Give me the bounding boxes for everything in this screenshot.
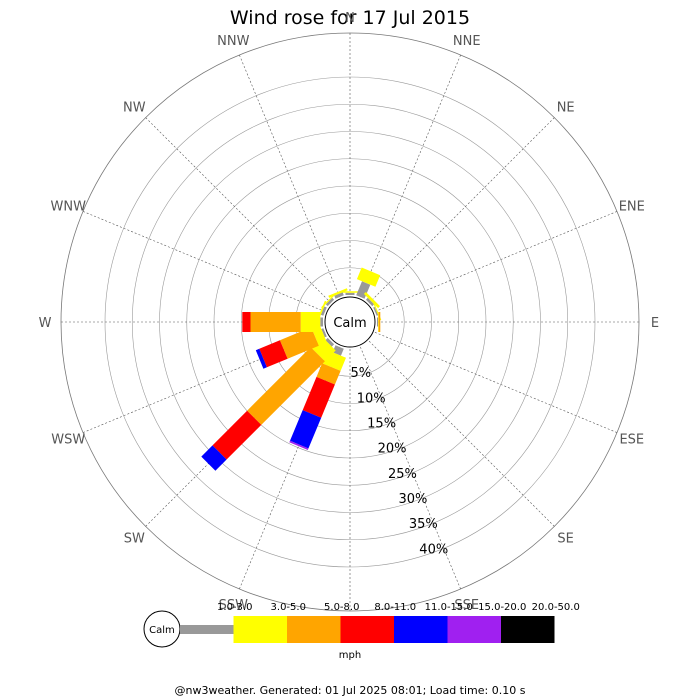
direction-label-se: SE <box>557 532 573 547</box>
direction-label-sw: SW <box>124 532 145 547</box>
bar-n-3.0-5.0 <box>340 291 360 293</box>
spoke-nnw <box>239 54 340 298</box>
direction-label-nne: NNE <box>453 34 481 49</box>
direction-label-ene: ENE <box>619 199 645 214</box>
ring-label: 15% <box>367 416 396 431</box>
bar-e-5.0-8.0 <box>378 312 381 332</box>
bar-nnw-1.0-3.0 <box>334 292 344 299</box>
direction-label-sse: SSE <box>454 598 479 613</box>
bar-wsw-8.0-11.0 <box>259 340 288 368</box>
legend-swatch <box>501 616 555 643</box>
bar-w-3.0-5.0 <box>300 312 321 332</box>
bar-e-1.0-3.0 <box>377 317 379 327</box>
bar-ssw-11.0-15.0 <box>290 410 322 449</box>
ring-label: 35% <box>409 517 438 532</box>
polar-grid <box>60 32 640 612</box>
ring-label: 20% <box>378 442 407 457</box>
spoke-wnw <box>82 211 326 312</box>
bar-w-8.0-11.0 <box>242 312 251 332</box>
spoke-ese <box>374 332 618 433</box>
bar-ene-1.0-3.0 <box>373 306 379 316</box>
bar-wsw-5.0-8.0 <box>279 327 319 359</box>
bar-ne-3.0-5.0 <box>363 292 380 309</box>
bar-w-5.0-8.0 <box>250 312 301 332</box>
bar-nne-1.0-3.0 <box>356 281 371 299</box>
legend-label: 8.0-11.0 <box>374 602 416 613</box>
legend: Calm 1.0-3.0 3.0-5.0 5.0-8.0 8.0-11.0 11.0-1… <box>143 602 580 661</box>
legend-label: 15.0-20.0 <box>478 602 526 613</box>
ring-label: 40% <box>419 542 448 557</box>
ring-label: 5% <box>350 366 371 381</box>
grid-ring <box>131 103 569 541</box>
bar-nne-3.0-5.0 <box>356 267 381 287</box>
bar-sw-1.0-3.0 <box>325 337 335 347</box>
direction-label-nnw: NNW <box>217 34 249 49</box>
wind-bars <box>201 267 382 471</box>
calm-circle: Calm <box>324 296 376 348</box>
legend-label: 11.0-15.0 <box>425 602 473 613</box>
bar-nnw-3.0-5.0 <box>328 288 348 298</box>
bar-ne-1.0-3.0 <box>365 297 375 307</box>
legend-swatch <box>287 616 341 643</box>
calm-label: Calm <box>333 316 366 331</box>
ring-label: 25% <box>388 467 417 482</box>
bar-wsw-11.0-15.0 <box>255 348 267 369</box>
direction-label-nw: NW <box>123 100 146 115</box>
bar-e-3.0-5.0 <box>378 312 379 332</box>
bar-ssw-8.0-11.0 <box>302 376 335 418</box>
bar-nw-3.0-5.0 <box>321 293 337 309</box>
bar-w-1.0-3.0 <box>320 317 323 327</box>
bar-sw-5.0-8.0 <box>247 347 325 425</box>
ring-labels: 5% 10% 15% 20% 25% 30% 35% 40% <box>350 366 448 557</box>
footer-text: @nw3weather. Generated: 01 Jul 2025 08:0… <box>175 684 526 697</box>
bar-ssw-15.0-20.0 <box>289 440 309 450</box>
bar-n-1.0-3.0 <box>345 292 355 295</box>
legend-swatch <box>233 616 287 643</box>
direction-label-ne: NE <box>557 100 575 115</box>
direction-label-ese: ESE <box>619 433 644 448</box>
legend-swatch <box>180 625 234 634</box>
bar-nw-1.0-3.0 <box>325 297 335 307</box>
spoke-se <box>368 340 555 527</box>
bar-sw-11.0-15.0 <box>201 445 227 471</box>
ring-label: 10% <box>357 391 386 406</box>
spoke-ne <box>368 117 555 304</box>
spoke-ene <box>374 211 618 312</box>
legend-label: 20.0-50.0 <box>532 602 580 613</box>
legend-calm-label: Calm <box>149 625 175 636</box>
spoke-nne <box>360 54 461 298</box>
direction-labels: NNNENEENEEESESESSESSSWSWWSWWWNWNWNNW <box>39 11 660 636</box>
grid-ring <box>159 131 541 513</box>
spoke-nw <box>145 117 332 304</box>
chart-title: Wind rose for 17 Jul 2015 <box>230 7 470 29</box>
bar-wnw-1.0-3.0 <box>320 306 327 316</box>
legend-swatch <box>394 616 448 643</box>
legend-unit: mph <box>339 650 361 661</box>
bar-wsw-1.0-3.0 <box>321 328 327 338</box>
ring-label: 30% <box>398 492 427 507</box>
legend-label: 5.0-8.0 <box>324 602 359 613</box>
direction-label-wnw: WNW <box>50 199 86 214</box>
direction-label-e: E <box>651 316 659 331</box>
legend-label: 1.0-3.0 <box>217 602 252 613</box>
bar-ssw-1.0-3.0 <box>332 345 344 356</box>
direction-label-n: N <box>345 11 355 26</box>
direction-label-ssw: SSW <box>219 598 249 613</box>
legend-swatch <box>340 616 394 643</box>
legend-swatch <box>447 616 501 643</box>
direction-label-w: W <box>39 316 52 331</box>
bar-ssw-5.0-8.0 <box>316 363 341 385</box>
bar-sw-8.0-11.0 <box>212 410 262 460</box>
legend-label: 3.0-5.0 <box>271 602 306 613</box>
direction-label-wsw: WSW <box>51 433 85 448</box>
